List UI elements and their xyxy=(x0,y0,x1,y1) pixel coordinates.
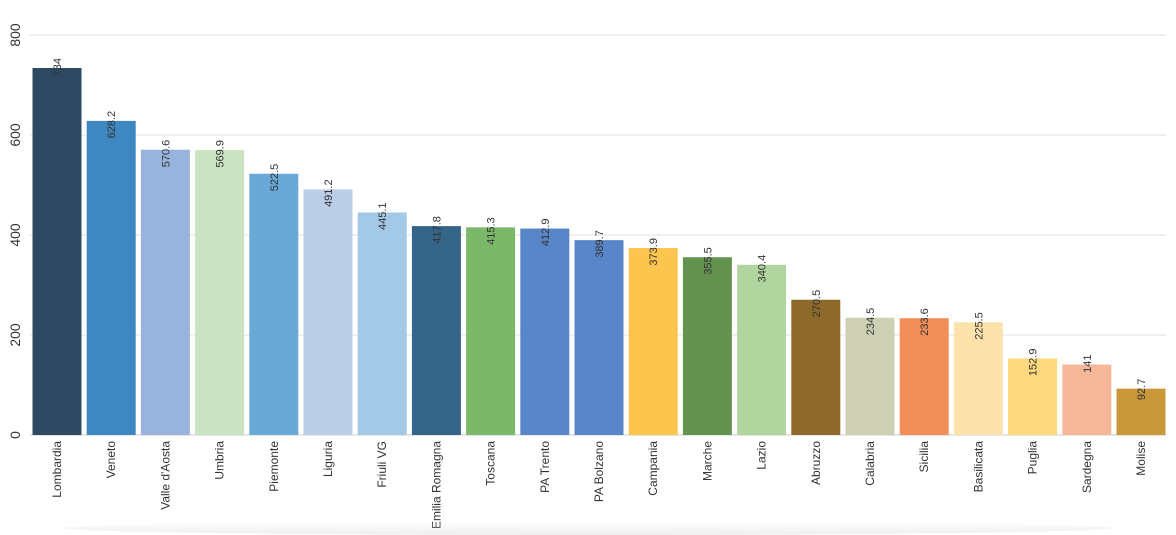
bars xyxy=(32,68,1166,436)
y-tick-label: 600 xyxy=(7,123,23,147)
x-category-label: Toscana xyxy=(484,441,498,486)
data-label: 412.9 xyxy=(540,219,552,247)
data-label: 569.9 xyxy=(215,140,227,168)
data-label: 234.5 xyxy=(865,308,877,336)
x-category-label: Marche xyxy=(700,441,714,481)
data-label: 152.9 xyxy=(1028,349,1040,377)
bar-liguria[interactable] xyxy=(303,189,353,435)
x-category-label: Umbria xyxy=(213,441,227,480)
bar-abruzzo[interactable] xyxy=(791,299,841,435)
data-label: 389.7 xyxy=(594,230,606,258)
data-label: 445.1 xyxy=(377,202,389,230)
bar-sicilia[interactable] xyxy=(899,318,949,435)
y-tick-label: 0 xyxy=(7,431,23,439)
bar-toscana[interactable] xyxy=(466,227,516,435)
x-category-label: Valle d'Aosta xyxy=(158,441,172,510)
x-axis-category-labels: Lombardia Veneto Valle d'Aosta Umbria Piemon… xyxy=(50,441,1148,529)
bar-pa-trento[interactable] xyxy=(520,228,570,435)
data-label: 355.5 xyxy=(702,247,714,275)
data-label: 417.8 xyxy=(431,216,443,244)
bar-calabria[interactable] xyxy=(845,317,895,435)
data-label: 373.9 xyxy=(648,238,660,266)
x-category-label: Sicilia xyxy=(917,441,931,473)
x-category-label: Campania xyxy=(646,441,660,496)
data-label: 270.5 xyxy=(811,290,823,318)
data-label: 491.2 xyxy=(323,179,335,207)
x-category-label: Abruzzo xyxy=(809,441,823,485)
x-category-label: Lazio xyxy=(755,441,769,470)
x-category-label: Sardegna xyxy=(1080,441,1094,493)
x-category-label: PA Trento xyxy=(538,441,552,493)
bar-molise[interactable] xyxy=(1116,388,1166,435)
data-label: 233.6 xyxy=(919,308,931,336)
y-axis-tick-labels: 0 200 400 600 800 xyxy=(7,23,23,439)
data-labels: 734 628.2 570.6 569.9 522.5 491.2 445.1 417.8 41… xyxy=(52,58,1148,400)
bar-friuli-vg[interactable] xyxy=(357,212,407,435)
data-label: 141 xyxy=(1082,355,1094,373)
data-label: 734 xyxy=(52,58,64,76)
x-category-label: Piemonte xyxy=(267,441,281,492)
bottom-shadow xyxy=(60,521,1116,535)
bar-puglia[interactable] xyxy=(1008,358,1058,435)
data-label: 522.5 xyxy=(269,164,281,192)
x-category-label: Veneto xyxy=(104,441,118,479)
data-label: 415.3 xyxy=(486,217,498,245)
x-category-label: Basilicata xyxy=(971,441,985,493)
data-label: 92.7 xyxy=(1136,379,1148,400)
y-tick-label: 400 xyxy=(7,223,23,247)
data-label: 225.5 xyxy=(973,312,985,340)
x-category-label: Lombardia xyxy=(50,441,64,498)
y-tick-label: 800 xyxy=(7,23,23,47)
x-category-label: Molise xyxy=(1134,441,1148,476)
bar-sardegna[interactable] xyxy=(1062,364,1112,436)
bar-basilicata[interactable] xyxy=(953,322,1003,435)
bar-umbria[interactable] xyxy=(195,150,245,436)
data-label: 570.6 xyxy=(160,140,172,168)
x-category-label: Liguria xyxy=(321,441,335,477)
bar-lazio[interactable] xyxy=(737,264,787,435)
x-category-label: Calabria xyxy=(863,441,877,486)
x-category-label: Puglia xyxy=(1026,441,1040,475)
data-label: 340.4 xyxy=(757,255,769,283)
bar-marche[interactable] xyxy=(682,257,732,435)
y-tick-label: 200 xyxy=(7,323,23,347)
bar-piemonte[interactable] xyxy=(249,173,299,435)
bar-emilia-romagna[interactable] xyxy=(411,226,461,435)
x-category-label: Friuli VG xyxy=(375,441,389,488)
x-category-label: Emilia Romagna xyxy=(429,441,443,529)
bar-pa-bolzano[interactable] xyxy=(574,240,624,435)
bar-veneto[interactable] xyxy=(86,120,136,436)
bar-campania[interactable] xyxy=(628,248,678,435)
data-label: 628.2 xyxy=(106,111,118,139)
bar-valle-d-aosta[interactable] xyxy=(140,149,190,435)
bar-lombardia[interactable] xyxy=(32,68,82,435)
x-category-label: PA Bolzano xyxy=(592,441,606,502)
